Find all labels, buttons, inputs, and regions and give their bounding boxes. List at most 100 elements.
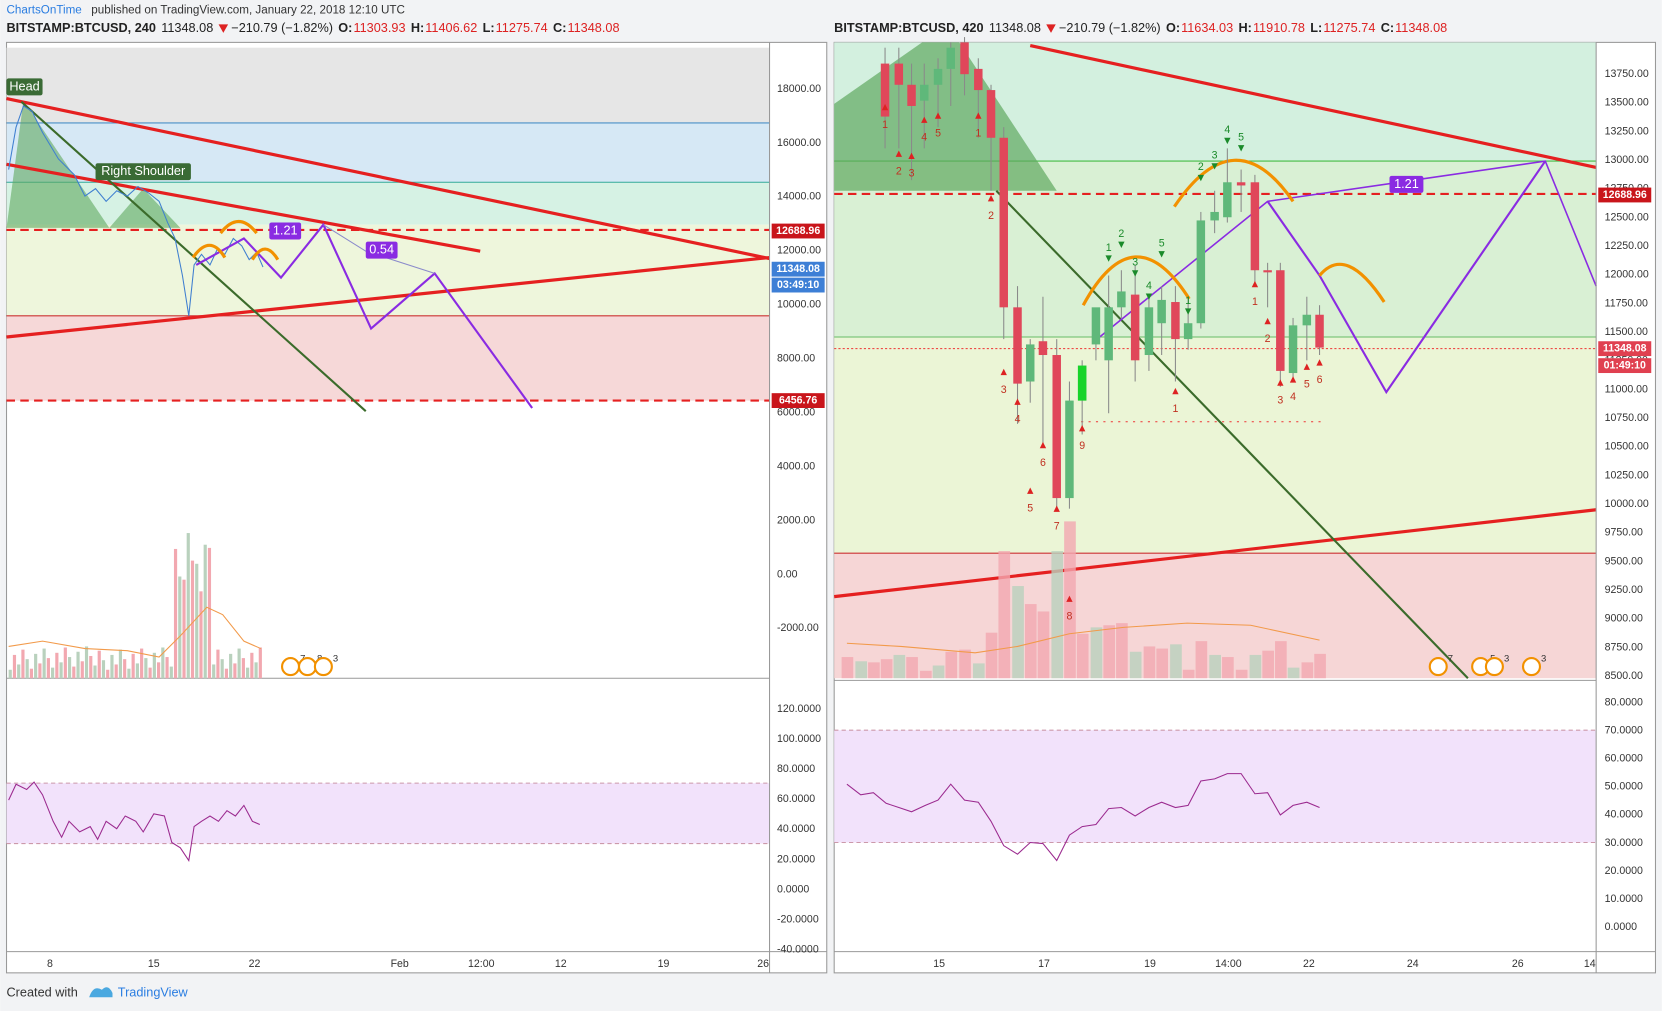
volume-bar: [920, 670, 932, 679]
sell-arrow: [1039, 441, 1047, 449]
symbol-last: 11348.08: [161, 20, 213, 35]
volume-bar: [1249, 654, 1262, 679]
volume-bar: [89, 655, 93, 679]
sell-count: 4: [1015, 413, 1021, 425]
volume-bar: [114, 664, 118, 679]
volume-bar: [880, 659, 893, 679]
rsi-tick-label: 60.0000: [1605, 753, 1643, 765]
volume-bar: [38, 663, 42, 679]
volume-bar: [131, 653, 135, 679]
sell-arrow: [1066, 595, 1073, 602]
volume-bar: [165, 657, 169, 679]
candle-body: [1276, 270, 1285, 371]
buy-count: 3: [1132, 257, 1138, 269]
volume-bar: [893, 654, 906, 679]
rsi-tick-label: 60.0000: [777, 793, 815, 805]
time-tick-label: 19: [1144, 958, 1156, 970]
event-count: 3: [1541, 654, 1546, 665]
time-tick-label: 26: [1512, 958, 1524, 970]
sell-count: 8: [1066, 611, 1072, 623]
price-tick-label: 6000.00: [777, 406, 815, 418]
time-tick-label: 15: [933, 958, 945, 970]
time-tick-label: 22: [249, 958, 261, 970]
sell-count: 9: [1079, 440, 1085, 452]
volume-bar: [118, 649, 123, 679]
rsi-tick-label: 0.0000: [777, 883, 809, 895]
sell-count: 4: [1290, 391, 1296, 403]
price-tick-label: 12500.00: [1605, 211, 1649, 223]
volume-bar: [1129, 651, 1142, 679]
price-tag-bg: [771, 277, 825, 293]
candle-body: [1236, 182, 1246, 186]
author: ChartsOnTime: [7, 4, 82, 17]
buy-arrow: [1158, 251, 1165, 258]
volume-bar: [1301, 662, 1314, 679]
sell-arrow: [987, 194, 995, 202]
volume-bar: [157, 662, 161, 679]
price-tag-bg: [771, 261, 825, 277]
candle-body: [1263, 270, 1272, 273]
buy-count: 3: [1212, 150, 1218, 162]
published: published on TradingView.com, January 22…: [91, 4, 405, 17]
price-tick-label: 16000.00: [777, 137, 821, 149]
candle-body: [1210, 211, 1219, 221]
annotation-bg: [6, 78, 43, 96]
volume-bar: [63, 647, 67, 679]
sell-arrow: [881, 103, 889, 111]
price-tick-label: 4000.00: [777, 460, 815, 472]
price-tick-label: 10500.00: [1605, 441, 1649, 453]
annotation-bg: [365, 241, 398, 259]
symbol-high: 11406.62: [425, 20, 477, 35]
candle-body: [1250, 182, 1260, 271]
volume-bar: [93, 665, 97, 679]
volume-bar: [199, 591, 203, 679]
volume-bar: [152, 652, 156, 679]
symbol-o-label: O:: [1166, 20, 1180, 35]
sell-arrow: [1277, 379, 1284, 386]
price-tag: 11348.08: [1603, 342, 1647, 354]
sell-count: 3: [909, 168, 915, 180]
sell-arrow: [1053, 505, 1060, 512]
candle-body: [933, 68, 943, 85]
sell-arrow: [934, 112, 942, 119]
rsi-tick-label: 20.0000: [1605, 865, 1643, 877]
candle-body: [1196, 220, 1206, 324]
volume-bar: [161, 647, 165, 679]
symbol-c-label: C:: [553, 20, 566, 35]
candle-body: [1091, 307, 1101, 345]
volume-bar: [932, 665, 945, 679]
sell-count: 5: [1027, 502, 1033, 514]
buy-arrow: [1237, 145, 1245, 152]
price-tag: 12688.96: [776, 225, 820, 237]
symbol-close: 11348.08: [1395, 20, 1447, 35]
volume-bar: [246, 667, 250, 679]
volume-bar: [51, 667, 55, 679]
candle-body: [1025, 344, 1035, 382]
volume-bar: [1209, 654, 1221, 679]
sell-arrow: [895, 150, 903, 157]
volume-bar: [1012, 586, 1024, 679]
time-tick-label: 12: [555, 958, 567, 970]
sell-arrow: [1316, 359, 1323, 366]
price-tag-bg: [1598, 341, 1652, 357]
symbol-open: 11303.93: [353, 20, 405, 35]
volume-bar: [135, 663, 139, 679]
time-tick-label: 14:00: [1215, 958, 1242, 970]
candle-body: [920, 84, 929, 101]
volume-bar: [46, 658, 50, 679]
sell-count: 3: [1001, 384, 1007, 396]
symbol-high: 11910.78: [1253, 20, 1305, 35]
buy-count: 4: [1224, 124, 1230, 136]
volume-bar: [233, 663, 237, 679]
volume-ma: [8, 606, 262, 658]
buy-arrow: [1224, 137, 1231, 145]
sell-count: 1: [1172, 403, 1178, 415]
buy-count: 4: [1146, 280, 1152, 292]
volume-bar: [12, 654, 17, 679]
volume-bar: [855, 661, 868, 679]
volume-bar: [97, 650, 101, 679]
candle-body: [1144, 307, 1154, 356]
symbol-h-label: H:: [1238, 20, 1251, 35]
candles: [8, 37, 1326, 679]
volume-bar: [106, 669, 110, 679]
